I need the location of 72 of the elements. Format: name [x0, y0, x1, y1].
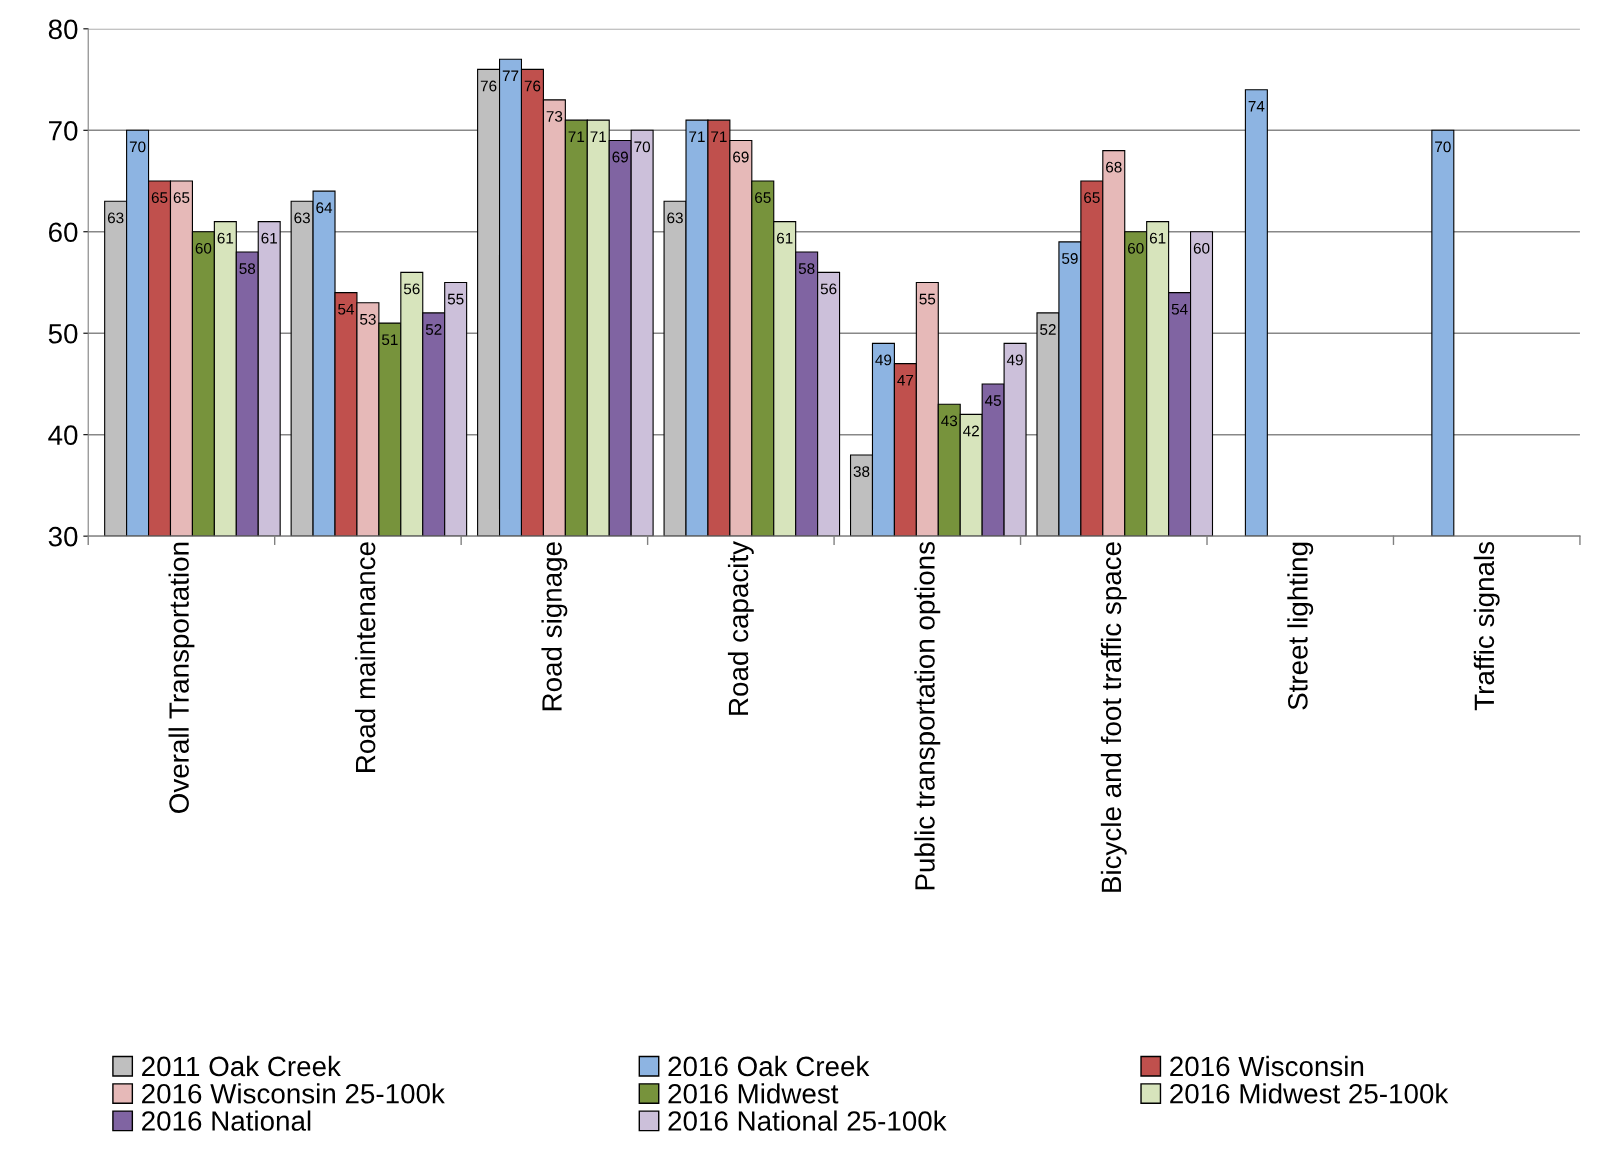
data-label: 42 [963, 425, 979, 437]
data-label: 76 [524, 80, 541, 92]
y-tick-label: 70 [49, 120, 78, 141]
data-label: 58 [798, 263, 815, 275]
y-tick-label: 60 [49, 222, 78, 243]
data-label: 64 [316, 202, 333, 214]
data-label: 61 [1149, 232, 1166, 244]
data-label: 38 [853, 466, 870, 477]
data-label: 60 [1193, 242, 1210, 254]
data-label: 69 [733, 151, 749, 163]
x-tick-label: Bicycle and foot traffic space [1100, 542, 1127, 892]
data-label: 49 [875, 354, 892, 366]
data-label: 61 [777, 232, 793, 244]
legend-label: 2016 Oak Creek [668, 1055, 870, 1077]
data-label: 60 [195, 242, 212, 254]
data-label: 58 [239, 263, 256, 275]
x-tick-label: Traffic signals [1473, 542, 1500, 711]
data-label: 52 [1040, 324, 1056, 335]
data-label: 73 [546, 111, 563, 122]
x-tick-label: Public transportation options [914, 541, 941, 890]
data-label: 61 [217, 232, 234, 244]
y-tick-label: 40 [48, 425, 78, 446]
data-label: 43 [941, 415, 958, 427]
data-label: 53 [360, 313, 376, 325]
x-tick-label: Road signage [541, 542, 568, 711]
data-label: 56 [403, 283, 420, 295]
data-label: 71 [711, 131, 727, 142]
legend-label: 2016 National 25-100k [668, 1110, 947, 1131]
data-label: 70 [634, 141, 651, 153]
x-tick-label: Road maintenance [354, 542, 376, 772]
data-label: 77 [502, 70, 519, 82]
data-label: 47 [897, 374, 914, 386]
data-label: 55 [919, 293, 936, 305]
legend-label: 2016 Wisconsin 25-100k [142, 1083, 445, 1104]
data-label: 54 [338, 303, 355, 315]
data-label: 74 [1248, 101, 1265, 112]
y-tick-label: 30 [48, 526, 78, 547]
data-label: 63 [294, 212, 310, 224]
data-label: 71 [590, 131, 607, 142]
x-tick-label: Overall Transportation [168, 542, 195, 813]
data-label: 65 [173, 192, 190, 203]
data-label: 70 [1435, 141, 1451, 153]
data-label: 71 [689, 131, 705, 142]
x-tick-label: Street lighting [1287, 542, 1314, 710]
data-label: 63 [107, 212, 124, 224]
data-label: 49 [1006, 354, 1023, 366]
legend-label: 2016 Midwest 25-100k [1170, 1083, 1449, 1104]
data-label: 45 [984, 395, 1001, 406]
x-tick-label: Road capacity [727, 541, 754, 715]
data-label: 65 [151, 192, 168, 203]
legend-label: 2011 Oak Creek [142, 1055, 341, 1077]
y-tick-label: 80 [48, 19, 78, 40]
data-label: 69 [612, 151, 628, 163]
y-tick-label: 50 [48, 323, 78, 344]
legend-label: 2016 Midwest [668, 1083, 839, 1104]
data-label: 52 [425, 324, 442, 335]
data-label: 56 [820, 283, 837, 295]
data-label: 76 [480, 80, 497, 92]
data-label: 63 [667, 212, 683, 224]
data-label: 60 [1127, 242, 1144, 254]
data-label: 68 [1106, 161, 1122, 173]
data-label: 70 [129, 141, 146, 153]
data-label: 59 [1062, 253, 1078, 264]
data-label: 54 [1171, 303, 1188, 315]
data-label: 55 [447, 293, 464, 305]
data-label: 51 [381, 334, 398, 346]
data-label: 65 [1084, 192, 1100, 203]
data-label: 71 [568, 131, 585, 142]
data-label: 65 [755, 192, 771, 203]
legend-label: 2016 National [142, 1110, 311, 1131]
data-label: 61 [261, 232, 277, 244]
legend-label: 2016 Wisconsin [1170, 1055, 1364, 1077]
